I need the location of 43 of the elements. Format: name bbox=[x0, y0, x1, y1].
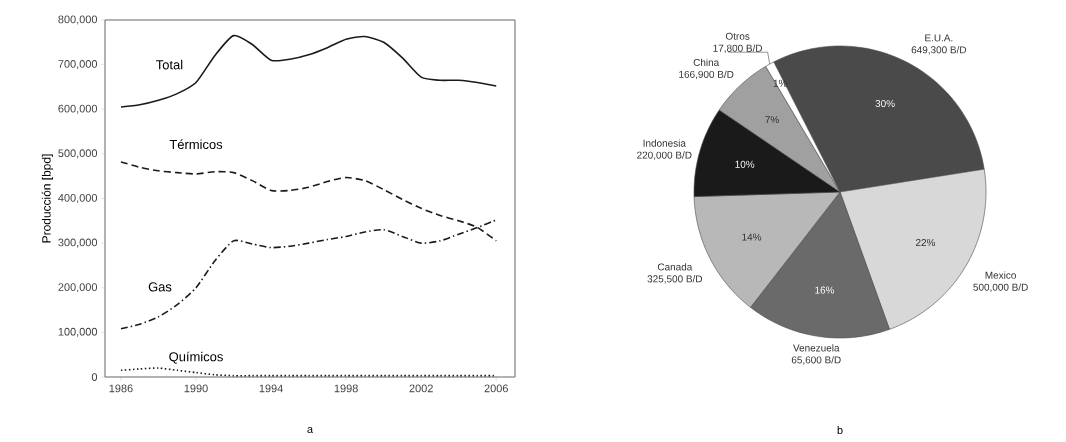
slice-label: Otros bbox=[725, 32, 750, 40]
slice-label: Venezuela bbox=[793, 344, 840, 352]
slice-label: E.U.A. bbox=[925, 34, 953, 42]
series-label: Gas bbox=[148, 282, 172, 292]
data-label: 10% bbox=[735, 160, 755, 168]
x-tick-label: 1994 bbox=[259, 384, 283, 393]
data-label: 22% bbox=[916, 239, 936, 247]
y-tick-label: 500,000 bbox=[58, 149, 98, 159]
text: 166,900 B/D bbox=[679, 70, 734, 80]
x-tick-label: 2002 bbox=[409, 384, 433, 393]
y-tick-label: 700,000 bbox=[58, 60, 98, 70]
text: b bbox=[837, 425, 843, 435]
slice-label: Indonesia bbox=[643, 139, 686, 147]
y-tick-label: 400,000 bbox=[58, 193, 98, 204]
text: 649,300 B/D bbox=[911, 46, 967, 55]
text: 220,000 B/D bbox=[637, 151, 692, 160]
x-tick-label: 1998 bbox=[334, 384, 358, 393]
x-tick-label: 1986 bbox=[109, 384, 133, 393]
text: 65,600 B/D bbox=[791, 356, 841, 365]
y-tick-label: 200,000 bbox=[58, 283, 98, 293]
x-tick-label: 2006 bbox=[484, 384, 508, 393]
x-tick-label: 1990 bbox=[184, 384, 208, 393]
text: 17,800 B/D bbox=[713, 44, 763, 53]
y-tick-label: 300,000 bbox=[58, 238, 98, 248]
series-label: Térmicos bbox=[169, 139, 223, 150]
text: a bbox=[307, 427, 314, 433]
y-tick-label: 600,000 bbox=[58, 104, 98, 114]
data-label: 7% bbox=[765, 116, 779, 124]
data-label: 30% bbox=[875, 100, 895, 108]
slice-label: China bbox=[693, 58, 720, 66]
data-label: 16% bbox=[815, 286, 835, 294]
data-label: 14% bbox=[742, 233, 762, 241]
slice-label: Canada bbox=[657, 263, 693, 271]
y-axis-title: Producción [bpd] bbox=[41, 154, 54, 243]
slice-label: Mexico bbox=[985, 271, 1016, 279]
y-tick-label: 100,000 bbox=[58, 327, 98, 337]
text: 500,000 B/D bbox=[973, 283, 1028, 292]
series-label: Químicos bbox=[169, 351, 223, 364]
line-series bbox=[120, 34, 498, 108]
y-tick-label: 0 bbox=[91, 373, 98, 381]
y-tick-label: 800,000 bbox=[58, 15, 98, 25]
series-label: Total bbox=[156, 59, 183, 70]
text: 325,500 B/D bbox=[647, 275, 703, 284]
